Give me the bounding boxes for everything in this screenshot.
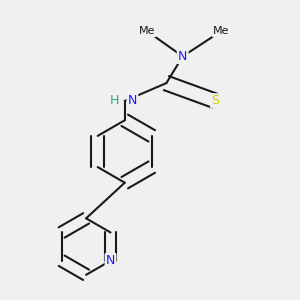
Text: H: H — [110, 94, 119, 107]
Text: N: N — [178, 50, 188, 63]
Text: S: S — [212, 94, 219, 107]
Text: Me: Me — [139, 26, 155, 36]
Text: N: N — [128, 94, 137, 107]
Text: Me: Me — [213, 26, 230, 36]
Text: N: N — [106, 254, 115, 267]
